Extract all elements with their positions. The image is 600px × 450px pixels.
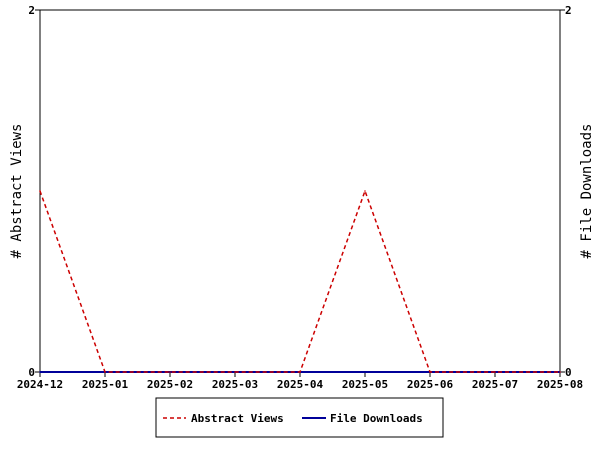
legend-box bbox=[155, 397, 444, 438]
x-tick-label: 2025-03 bbox=[212, 378, 258, 391]
data-point bbox=[429, 371, 431, 373]
x-tick-label: 2024-12 bbox=[17, 378, 63, 391]
y-tick-label-right: 0 bbox=[565, 366, 572, 379]
y-axis-left-title: # Abstract Views bbox=[9, 124, 25, 259]
x-tick-label: 2025-01 bbox=[82, 378, 129, 391]
data-point bbox=[364, 190, 366, 192]
data-point bbox=[169, 371, 171, 373]
data-point bbox=[234, 371, 236, 373]
x-tick-label: 2025-04 bbox=[277, 378, 324, 391]
legend-label-file-downloads: File Downloads bbox=[330, 412, 423, 425]
series-layer bbox=[39, 188, 561, 373]
data-point bbox=[299, 371, 301, 373]
y-axes: 0 2 0 2 bbox=[28, 4, 571, 379]
plot-area bbox=[39, 9, 561, 373]
y-axis-right-title: # File Downloads bbox=[579, 124, 595, 259]
y-tick-label-left: 2 bbox=[28, 4, 35, 17]
data-point bbox=[494, 371, 496, 373]
x-tick-label: 2025-08 bbox=[537, 378, 583, 391]
y-tick-label-left: 0 bbox=[28, 366, 35, 379]
data-point bbox=[559, 371, 561, 373]
legend-label-abstract-views: Abstract Views bbox=[191, 412, 284, 425]
y-tick-label-right: 2 bbox=[565, 4, 572, 17]
x-tick-label: 2025-07 bbox=[472, 378, 518, 391]
data-point bbox=[364, 371, 366, 373]
plot-frame bbox=[39, 9, 561, 373]
x-tick-label: 2025-05 bbox=[342, 378, 388, 391]
data-point bbox=[39, 371, 41, 373]
series-line-abstract-views bbox=[39, 188, 560, 373]
data-point bbox=[39, 190, 41, 192]
legend: Abstract Views File Downloads bbox=[155, 397, 444, 438]
x-tick-label: 2025-06 bbox=[407, 378, 454, 391]
data-point bbox=[104, 371, 106, 373]
x-axis: 2024-12 2025-01 2025-02 2025-03 2025-04 2025-… bbox=[17, 372, 583, 391]
x-tick-label: 2025-02 bbox=[147, 378, 193, 391]
